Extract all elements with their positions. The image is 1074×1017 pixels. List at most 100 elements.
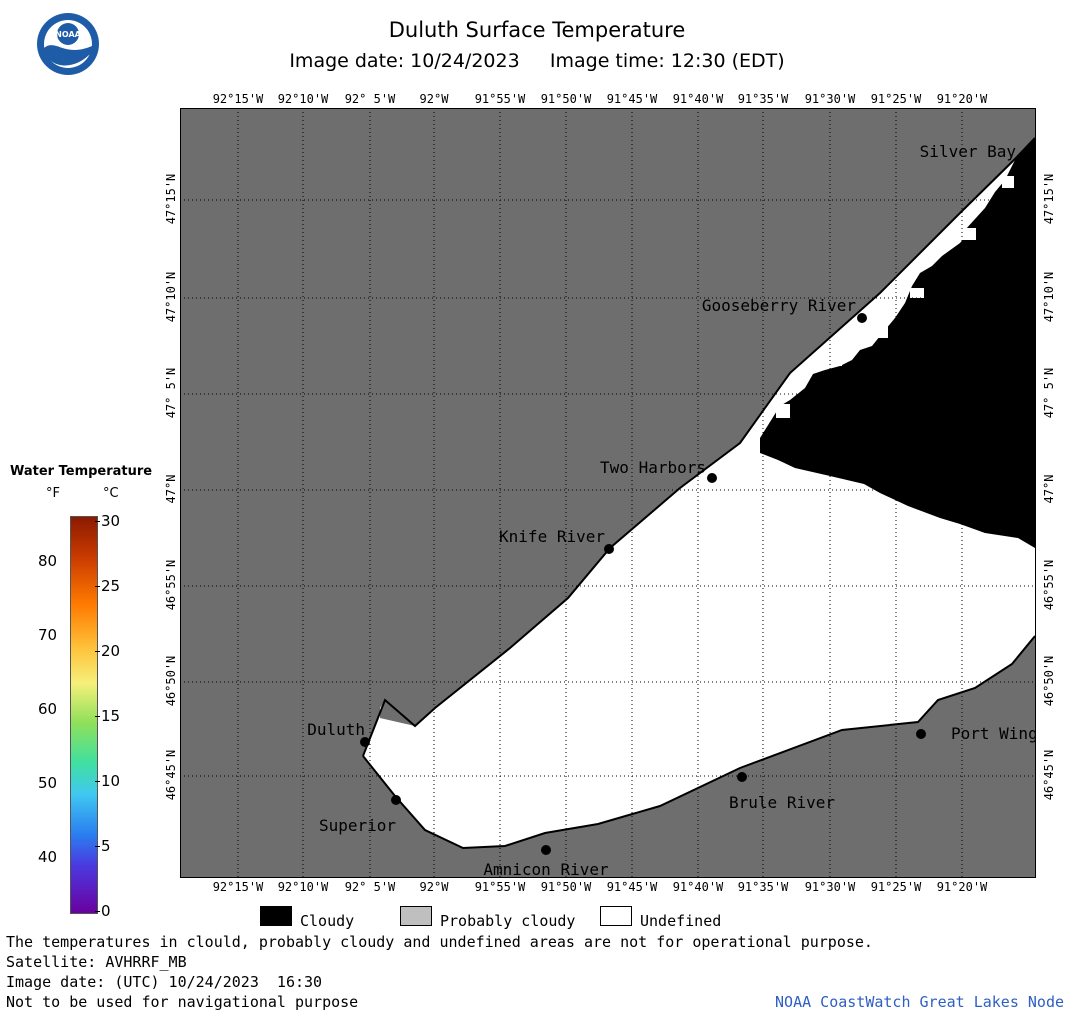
latitude-label: 47°N xyxy=(1042,474,1056,504)
place-marker xyxy=(541,845,551,855)
fahrenheit-tick: 60 xyxy=(38,700,58,718)
image-datetime: Image date: 10/24/2023 Image time: 12:30… xyxy=(0,50,1074,72)
cloud-gap xyxy=(962,228,976,240)
legend-swatch xyxy=(600,906,632,926)
celsius-tick: 25 xyxy=(101,577,121,595)
place-label: Port Wing xyxy=(951,724,1036,743)
footer-satellite: Satellite: AVHRRF_MB xyxy=(6,953,187,971)
colorbar-tick-mark xyxy=(95,521,100,522)
noaa-logo-text: NOAA xyxy=(55,30,81,39)
latitude-label: 46°45'N xyxy=(164,749,178,801)
place-marker xyxy=(857,313,867,323)
latitude-label: 46°50'N xyxy=(1042,655,1056,707)
latitude-label: 47°15'N xyxy=(1042,173,1056,225)
colorbar-tick-mark xyxy=(95,651,100,652)
lat-lon-grid xyxy=(180,108,1036,878)
longitude-label: 91°55'W xyxy=(474,880,526,894)
legend-swatch xyxy=(400,906,432,926)
latitude-label: 46°55'N xyxy=(164,559,178,611)
cloud-mask xyxy=(760,138,1035,548)
place-label: Gooseberry River xyxy=(702,296,856,315)
footer-utc-date: Image date: (UTC) 10/24/2023 16:30 xyxy=(6,973,323,991)
legend-swatch xyxy=(260,906,292,926)
colorbar-title: Water Temperature xyxy=(10,464,153,479)
noaa-logo: NOAA xyxy=(36,12,100,76)
longitude-label: 92°10'W xyxy=(277,880,329,894)
latitude-label: 47°10'N xyxy=(1042,271,1056,323)
map-frame xyxy=(180,108,1036,878)
cloud-gap xyxy=(910,288,924,298)
longitude-label: 92°15'W xyxy=(212,880,264,894)
celsius-tick: 5 xyxy=(101,837,111,855)
longitude-label: 91°55'W xyxy=(474,92,526,106)
cloud-gap xyxy=(1002,176,1014,188)
celsius-tick: 10 xyxy=(101,772,121,790)
map-title: Duluth Surface Temperature xyxy=(388,18,686,42)
longitude-label: 91°20'W xyxy=(936,880,988,894)
image-time: Image time: 12:30 (EDT) xyxy=(549,50,785,72)
footer-credit: NOAA CoastWatch Great Lakes Node xyxy=(775,993,1064,1011)
longitude-label: 91°45'W xyxy=(606,880,658,894)
fahrenheit-tick: 50 xyxy=(38,774,58,792)
place-marker xyxy=(707,473,717,483)
colorbar-tick-mark xyxy=(95,781,100,782)
place-marker xyxy=(916,729,926,739)
longitude-label: 92°W xyxy=(419,92,449,106)
place-label: Knife River xyxy=(499,527,605,546)
footer-disclaimer: The temperatures in clould, probably clo… xyxy=(6,933,873,951)
shoreline-north xyxy=(362,137,1036,757)
celsius-tick: 15 xyxy=(101,707,121,725)
longitude-label: 91°45'W xyxy=(606,92,658,106)
latitude-label: 47°10'N xyxy=(164,271,178,323)
unit-fahrenheit: °F xyxy=(46,486,60,501)
place-label: Silver Bay xyxy=(920,142,1017,161)
latitude-label: 47° 5'N xyxy=(1042,367,1056,419)
legend-label: Cloudy xyxy=(300,912,355,930)
legend-label: Probably cloudy xyxy=(440,912,576,930)
lake-undefined-area xyxy=(363,138,1035,848)
place-marker xyxy=(391,795,401,805)
place-marker xyxy=(737,772,747,782)
fahrenheit-tick: 80 xyxy=(38,552,58,570)
shoreline-south xyxy=(362,635,1036,850)
longitude-label: 91°35'W xyxy=(737,880,789,894)
image-date: Image date: 10/24/2023 xyxy=(289,50,520,72)
longitude-label: 91°25'W xyxy=(870,880,922,894)
latitude-label: 47°15'N xyxy=(164,173,178,225)
place-label: Two Harbors xyxy=(600,458,706,477)
colorbar-tick-mark xyxy=(95,911,100,912)
longitude-label: 91°50'W xyxy=(540,880,592,894)
longitude-label: 91°30'W xyxy=(804,92,856,106)
latitude-label: 46°50'N xyxy=(164,655,178,707)
longitude-label: 92°15'W xyxy=(212,92,264,106)
cloud-gap xyxy=(776,404,790,418)
place-label: Amnicon River xyxy=(483,860,609,878)
place-marker xyxy=(1015,157,1025,167)
cloud-gap xyxy=(876,326,888,338)
longitude-label: 91°30'W xyxy=(804,880,856,894)
longitude-label: 91°40'W xyxy=(672,92,724,106)
colorbar xyxy=(70,516,98,914)
longitude-label: 91°35'W xyxy=(737,92,789,106)
colorbar-tick-mark xyxy=(95,716,100,717)
unit-celsius: °C xyxy=(103,486,119,501)
fahrenheit-tick: 70 xyxy=(38,626,58,644)
place-label: Brule River xyxy=(729,793,835,812)
latitude-label: 47° 5'N xyxy=(164,367,178,419)
longitude-label: 91°25'W xyxy=(870,92,922,106)
footer-navigation-warning: Not to be used for navigational purpose xyxy=(6,993,359,1011)
longitude-label: 92° 5'W xyxy=(344,92,396,106)
longitude-label: 92°W xyxy=(419,880,449,894)
longitude-label: 91°50'W xyxy=(540,92,592,106)
place-label: Superior xyxy=(319,816,396,835)
longitude-label: 92° 5'W xyxy=(344,880,396,894)
place-marker xyxy=(604,544,614,554)
place-label: Duluth xyxy=(307,720,365,739)
colorbar-tick-mark xyxy=(95,586,100,587)
place-markers: Silver Bay Gooseberry River Two Harbors Kni… xyxy=(307,142,1036,878)
lake-map: Silver Bay Gooseberry River Two Harbors Kni… xyxy=(180,108,1036,878)
longitude-label: 92°10'W xyxy=(277,92,329,106)
celsius-tick: 0 xyxy=(101,902,111,920)
longitude-label: 91°20'W xyxy=(936,92,988,106)
legend-label: Undefined xyxy=(640,912,722,930)
